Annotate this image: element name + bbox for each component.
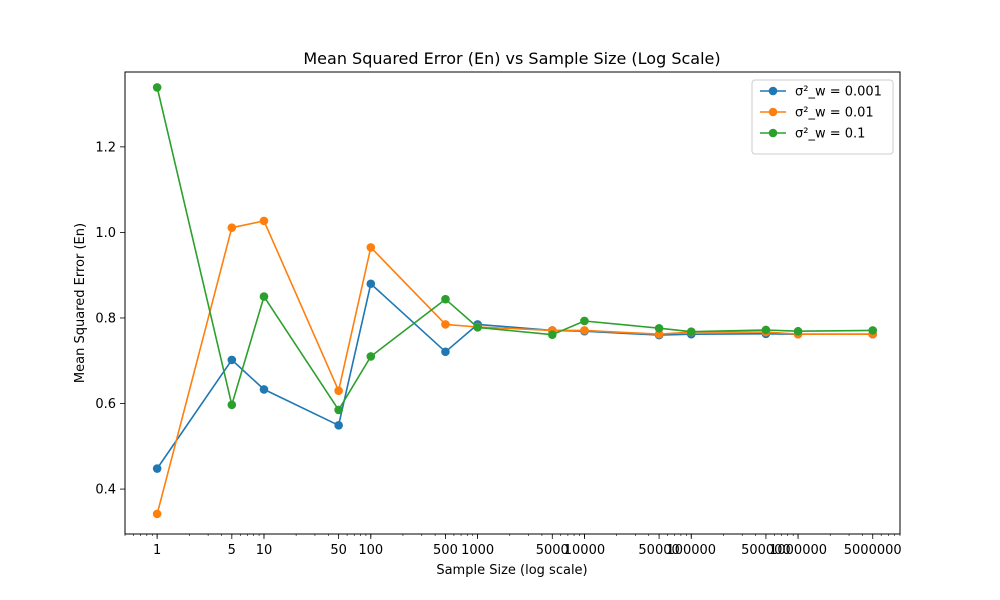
x-tick-label: 100000	[666, 543, 716, 558]
x-tick-label: 5000000	[844, 543, 902, 558]
data-point	[334, 405, 343, 415]
data-point	[547, 330, 557, 339]
data-point	[227, 223, 237, 233]
y-tick-label: 1.0	[95, 226, 116, 241]
x-tick-label: 10000	[564, 543, 605, 558]
series-line	[156, 220, 873, 515]
data-point	[366, 352, 376, 361]
data-point	[793, 326, 803, 336]
x-tick-label: 100	[358, 543, 383, 558]
legend-swatch-marker	[768, 107, 778, 117]
plot-frame	[124, 71, 901, 535]
x-axis-label: Sample Size (log scale)	[436, 563, 587, 578]
y-axis-label: Mean Squared Error (En)	[73, 223, 88, 383]
x-tick-label: 1000000	[769, 543, 827, 558]
x-tick-label: 10	[256, 543, 273, 558]
data-point	[152, 464, 162, 473]
data-point	[686, 327, 696, 336]
x-tick-label: 50	[330, 543, 347, 558]
legend-label: σ²_w = 0.1	[795, 127, 865, 142]
data-point	[152, 83, 162, 92]
series-line	[156, 282, 873, 469]
data-point	[654, 329, 664, 339]
x-tick-label: 1	[153, 543, 161, 558]
data-point	[580, 316, 589, 326]
data-point	[473, 323, 482, 332]
data-point	[227, 400, 237, 410]
data-point	[580, 326, 589, 335]
x-tick-label: 5000	[536, 543, 569, 558]
data-point	[259, 216, 269, 226]
x-tick-label: 500	[433, 543, 458, 558]
data-point	[152, 509, 162, 519]
data-point	[334, 421, 343, 430]
series-line	[156, 87, 873, 411]
y-tick-label: 0.4	[95, 483, 116, 498]
x-tick-label: 500000	[741, 543, 791, 558]
data-point	[441, 347, 450, 357]
legend-swatch-marker	[768, 128, 778, 138]
legend-label: σ²_w = 0.01	[795, 106, 874, 121]
data-point	[761, 325, 771, 335]
data-point	[259, 385, 269, 394]
legend-label: σ²_w = 0.001	[795, 85, 882, 100]
data-point	[654, 323, 664, 333]
data-point	[366, 279, 376, 289]
data-point	[441, 294, 450, 304]
chart-title: Mean Squared Error (En) vs Sample Size (…	[303, 49, 720, 68]
y-tick-label: 1.2	[95, 140, 116, 155]
legend-swatch-marker	[768, 86, 778, 96]
data-point	[868, 326, 878, 335]
data-point	[366, 243, 376, 252]
x-tick-label: 5	[228, 543, 236, 558]
series-group	[152, 83, 878, 519]
y-tick-label: 0.8	[95, 311, 116, 326]
data-point	[259, 292, 269, 301]
legend-box	[751, 79, 894, 155]
data-point	[334, 386, 343, 395]
x-tick-label: 50000	[638, 543, 679, 558]
data-point	[441, 320, 450, 329]
data-point	[227, 355, 237, 365]
legend: σ²_w = 0.001 σ²_w = 0.01 σ²_w = 0.1	[751, 79, 894, 155]
y-tick-label: 0.6	[95, 397, 116, 412]
x-tick-label: 1000	[461, 543, 494, 558]
